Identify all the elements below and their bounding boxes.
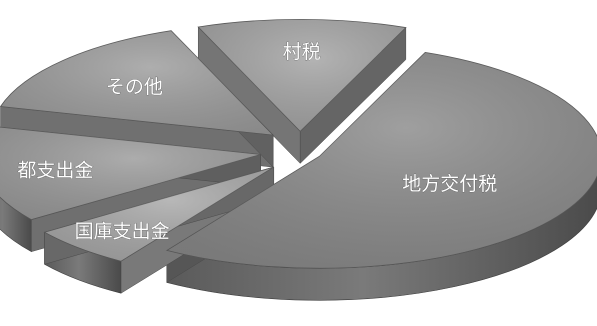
- slice-tops: [0, 19, 597, 269]
- slice-label-2: 国庫支出金: [75, 220, 170, 242]
- slice-3-sheen: [0, 127, 261, 220]
- slice-label-4: その他: [106, 76, 163, 98]
- slice-5-sheen: [198, 19, 406, 132]
- slice-label-1: 地方交付税: [402, 173, 497, 195]
- slice-2-sheen: [44, 167, 274, 262]
- slice-label-3: 都支出金: [17, 159, 93, 181]
- slice-1-sheen: [166, 52, 597, 269]
- slice-4-sheen: [0, 30, 274, 136]
- slice-label-5: 村税: [283, 41, 321, 63]
